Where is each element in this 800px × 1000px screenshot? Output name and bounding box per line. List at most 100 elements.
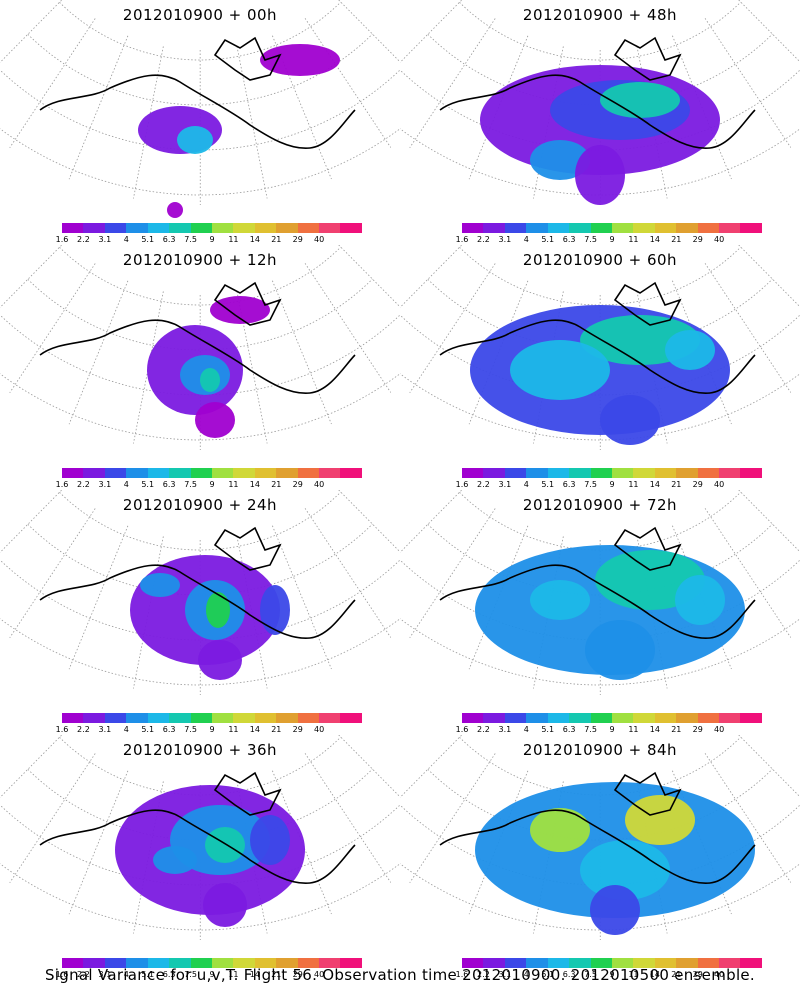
colorbar-swatch	[483, 468, 505, 478]
colorbar-label: 1.6	[455, 970, 469, 979]
variance-region	[198, 640, 242, 680]
colorbar-swatch	[126, 958, 148, 968]
colorbar-swatch	[147, 468, 170, 478]
colorbar-label: 5.1	[141, 725, 155, 734]
colorbar-swatch	[504, 713, 527, 723]
colorbar-swatch	[147, 223, 170, 233]
variance-region	[665, 330, 715, 370]
colorbar-swatch	[654, 713, 677, 723]
colorbar-label: 7.5	[584, 235, 597, 244]
colorbar-swatch	[340, 223, 362, 233]
colorbar-swatch	[462, 958, 484, 968]
colorbar-label: 2.2	[477, 480, 490, 489]
arctic-islands	[213, 771, 282, 816]
coastline	[39, 74, 356, 149]
colorbar-label: 1.6	[55, 970, 69, 979]
colorbar-label: 5.1	[541, 480, 555, 489]
colorbar-label: 5.1	[141, 480, 155, 489]
variance-region	[205, 827, 245, 863]
colorbar-swatch	[190, 468, 212, 478]
colorbar-label: 3.1	[498, 235, 512, 244]
coastline	[439, 74, 756, 149]
colorbar-labels: 1.6 2.2 3.1 4 5.1 6.3 7.5 9 11 14 21 29 40	[456, 725, 762, 735]
colorbar-label: 3.1	[498, 725, 512, 734]
colorbar-swatch	[319, 223, 341, 233]
colorbar-swatch	[297, 958, 320, 968]
colorbar-label: 5.1	[541, 725, 555, 734]
colorbar-swatch	[83, 713, 105, 723]
colorbar-label: 11	[228, 725, 239, 734]
colorbar-label: 1.6	[455, 725, 469, 734]
figure-caption: Signal Variance for u,v,T. Flight 56. Ob…	[44, 966, 756, 984]
map-panel: 2012010900 + 48h 1.6 2.2 3.1 4 5.1 6.3 7.5 9 11 14…	[400, 0, 800, 245]
colorbar-swatch	[547, 713, 570, 723]
colorbar-swatch	[169, 223, 191, 233]
panel-title: 2012010900 + 24h	[122, 496, 278, 514]
colorbar-label: 14	[649, 970, 660, 979]
colorbar-swatch	[104, 713, 127, 723]
colorbar-swatch	[462, 223, 484, 233]
variance-region	[250, 815, 290, 865]
colorbar-label: 14	[249, 480, 260, 489]
colorbar-label: 2.2	[77, 480, 90, 489]
colorbar-label: 40	[714, 235, 725, 244]
variance-region	[177, 126, 213, 154]
colorbar-label: 9	[209, 480, 215, 489]
colorbar-swatch	[483, 713, 505, 723]
colorbar-label: 5.1	[141, 970, 155, 979]
colorbar-swatch	[62, 223, 84, 233]
colorbar-swatch	[633, 713, 655, 723]
colorbar-swatch	[611, 958, 634, 968]
colorbar-swatch	[740, 223, 762, 233]
arctic-islands	[213, 526, 282, 571]
colorbar-label: 6.3	[162, 970, 176, 979]
colorbar-swatch	[676, 958, 698, 968]
colorbar-labels: 1.6 2.2 3.1 4 5.1 6.3 7.5 9 11 14 21 29 40	[56, 725, 362, 735]
variance-region	[580, 840, 670, 900]
variance-region	[200, 368, 220, 392]
colorbar-label: 7.5	[584, 725, 597, 734]
colorbar-swatch	[633, 223, 655, 233]
colorbar-label: 21	[271, 725, 282, 734]
colorbar-label: 14	[249, 235, 260, 244]
arctic-islands	[613, 36, 682, 81]
colorbar-swatch	[340, 958, 362, 968]
colorbar-label: 40	[714, 725, 725, 734]
colorbar-swatch	[211, 958, 234, 968]
colorbar-label: 40	[714, 970, 725, 979]
colorbar-swatch	[569, 713, 591, 723]
colorbar-swatch	[590, 223, 612, 233]
panel-title: 2012010900 + 60h	[522, 251, 678, 269]
map-area	[400, 245, 800, 451]
colorbar-swatch	[169, 468, 191, 478]
colorbar-swatch	[104, 223, 127, 233]
colorbar-label: 4	[523, 235, 529, 244]
colorbar-swatch	[590, 468, 612, 478]
colorbar-labels: 1.6 2.2 3.1 4 5.1 6.3 7.5 9 11 14 21 29 40	[56, 970, 362, 980]
panel-title: 2012010900 + 48h	[522, 6, 678, 24]
colorbar-swatch	[190, 958, 212, 968]
colorbar-label: 11	[628, 480, 639, 489]
colorbar-swatch	[297, 713, 320, 723]
colorbar-swatch	[526, 713, 548, 723]
variance-region	[195, 402, 235, 438]
colorbar-label: 40	[714, 480, 725, 489]
colorbar-label: 4	[123, 725, 129, 734]
colorbar-label: 6.3	[162, 235, 176, 244]
colorbar-swatch	[719, 468, 741, 478]
colorbar-label: 29	[292, 235, 303, 244]
colorbar-label: 7.5	[584, 480, 597, 489]
panel-title: 2012010900 + 84h	[522, 741, 678, 759]
colorbar-swatch	[719, 713, 741, 723]
colorbar-label: 4	[523, 725, 529, 734]
colorbar-swatch	[504, 468, 527, 478]
colorbar-swatch	[654, 468, 677, 478]
colorbar-swatch	[654, 223, 677, 233]
colorbar-label: 1.6	[55, 235, 69, 244]
coastline	[39, 564, 356, 639]
colorbar-label: 6.3	[562, 725, 576, 734]
colorbar-label: 3.1	[98, 480, 112, 489]
map-panel: 2012010900 + 72h 1.6 2.2 3.1 4 5.1 6.3 7.5 9 11 14…	[400, 490, 800, 735]
colorbar-swatch	[633, 958, 655, 968]
colorbar-swatch	[276, 958, 298, 968]
